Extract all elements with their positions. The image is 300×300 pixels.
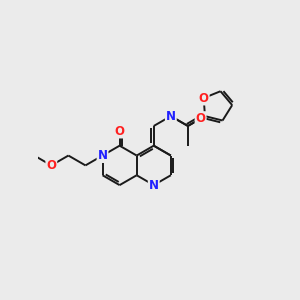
- Text: N: N: [149, 178, 159, 192]
- Text: N: N: [166, 110, 176, 123]
- Text: O: O: [199, 92, 209, 104]
- Text: O: O: [115, 124, 124, 137]
- Text: N: N: [98, 149, 107, 162]
- Text: O: O: [196, 112, 206, 125]
- Text: O: O: [46, 159, 56, 172]
